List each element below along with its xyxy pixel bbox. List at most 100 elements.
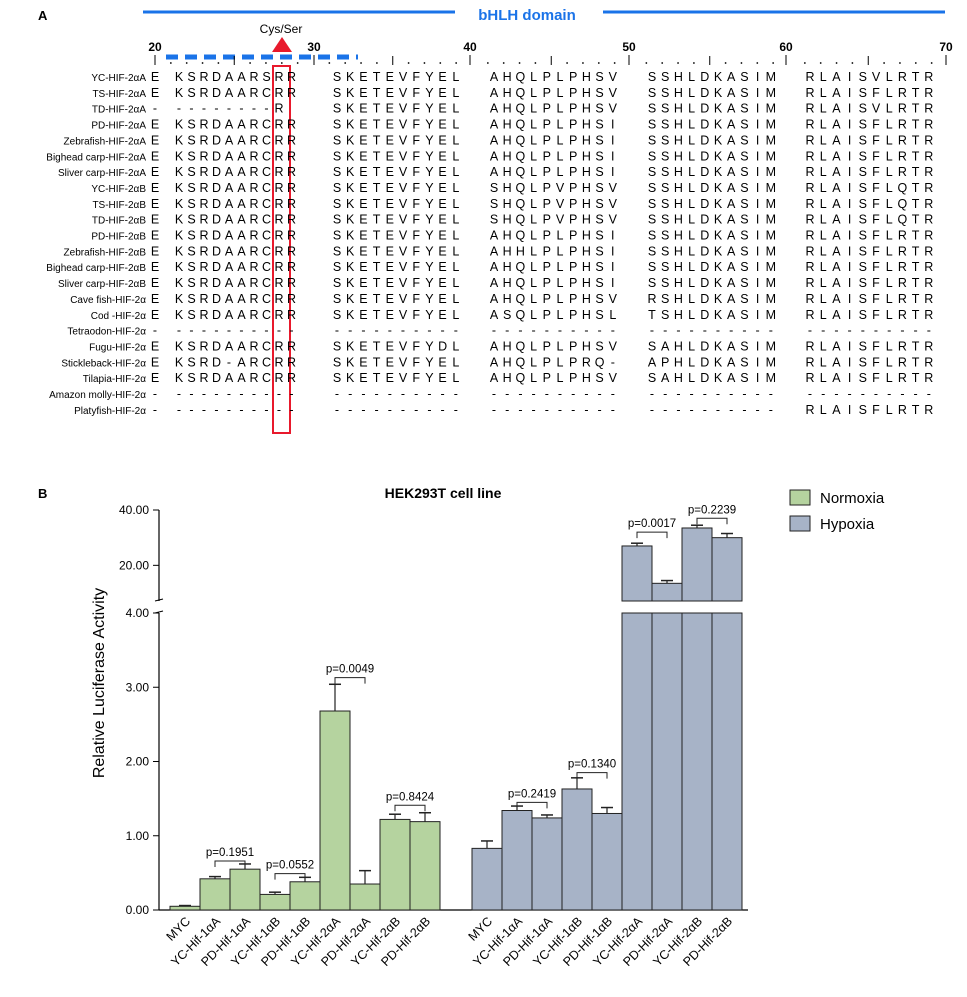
residue: M (766, 165, 776, 179)
residue: S (648, 244, 656, 258)
ruler-dot (169, 62, 172, 64)
residue: A (225, 244, 234, 258)
residue: - (598, 403, 602, 417)
residue: - (690, 387, 694, 401)
residue: F (412, 197, 420, 211)
residue: S (595, 70, 603, 84)
residue: L (452, 308, 459, 322)
residue: E (438, 308, 446, 322)
residue: E (386, 118, 394, 132)
ruler-number: 30 (307, 40, 321, 54)
residue: - (834, 324, 838, 338)
residue: R (199, 181, 208, 195)
residue: K (714, 276, 723, 290)
residue: R (274, 133, 283, 147)
residue: T (373, 371, 381, 385)
residue: S (859, 403, 867, 417)
residue: - (239, 387, 243, 401)
residue: A (225, 229, 234, 243)
residue: I (756, 213, 759, 227)
residue: A (237, 292, 246, 306)
residue: K (175, 229, 184, 243)
residue: S (187, 244, 195, 258)
residue: A (490, 355, 499, 369)
residue: S (595, 102, 603, 116)
residue: I (848, 244, 851, 258)
species-name: Zebrafish-HIF-2αA (64, 136, 147, 147)
residue: R (199, 292, 208, 306)
residue: M (766, 70, 776, 84)
residue: H (582, 308, 591, 322)
residue: R (805, 102, 814, 116)
residue: F (872, 229, 880, 243)
residue: L (609, 308, 616, 322)
residue: R (274, 213, 283, 227)
residue: S (648, 133, 656, 147)
p-value-label: p=0.2239 (688, 504, 736, 516)
residue: F (872, 165, 880, 179)
residue: R (924, 260, 933, 274)
residue: K (714, 308, 723, 322)
y-tick-label: 1.00 (126, 829, 150, 843)
residue: R (287, 276, 296, 290)
residue: K (346, 276, 355, 290)
residue: R (249, 244, 258, 258)
residue: E (151, 339, 159, 353)
residue: I (848, 86, 851, 100)
residue: Q (516, 197, 526, 211)
residue: H (582, 118, 591, 132)
residue: V (399, 102, 408, 116)
residue: D (700, 70, 709, 84)
residue: K (175, 133, 184, 147)
residue: H (582, 292, 591, 306)
residue: L (530, 371, 537, 385)
residue: P (543, 244, 551, 258)
residue: A (237, 197, 246, 211)
ruler-dot (914, 62, 917, 64)
residue: D (438, 339, 447, 353)
residue: I (756, 197, 759, 211)
residue: - (252, 387, 256, 401)
residue: T (912, 371, 920, 385)
residue: E (438, 165, 446, 179)
residue: M (766, 355, 776, 369)
residue: S (740, 229, 748, 243)
residue: R (805, 213, 814, 227)
residue: D (212, 149, 221, 163)
residue: A (832, 197, 841, 211)
significance-bracket (576, 772, 608, 779)
residue: R (274, 102, 283, 116)
residue: A (727, 244, 736, 258)
residue: S (740, 86, 748, 100)
ruler-dot (344, 62, 347, 64)
residue: K (714, 149, 723, 163)
residue: S (661, 181, 669, 195)
residue: - (401, 324, 405, 338)
residue: I (848, 118, 851, 132)
residue: C (262, 118, 271, 132)
residue: F (872, 355, 880, 369)
residue: - (153, 324, 157, 338)
residue: - (177, 324, 181, 338)
ruler-dot (518, 62, 521, 64)
residue: M (766, 102, 776, 116)
residue: I (848, 102, 851, 116)
residue: L (820, 213, 827, 227)
axis-break-gap (620, 601, 750, 613)
residue: E (438, 181, 446, 195)
residue: - (189, 102, 193, 116)
residue: - (177, 102, 181, 116)
residue: K (714, 244, 723, 258)
residue: S (595, 86, 603, 100)
significance-bracket (274, 873, 306, 880)
residue: L (688, 292, 695, 306)
residue: - (821, 387, 825, 401)
residue: - (611, 387, 615, 401)
residue: - (289, 324, 293, 338)
residue: L (557, 118, 564, 132)
residue: S (661, 276, 669, 290)
residue: K (175, 276, 184, 290)
residue: S (648, 102, 656, 116)
residue: - (598, 387, 602, 401)
residue: K (175, 213, 184, 227)
